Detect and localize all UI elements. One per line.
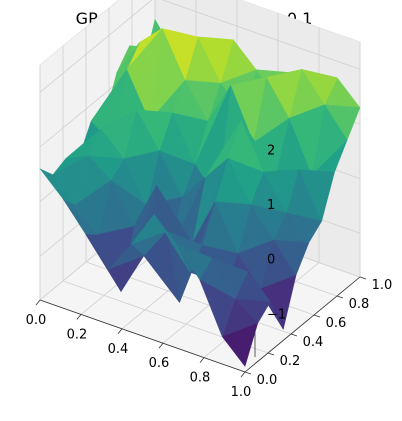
x-tick-label: 0.0: [26, 313, 47, 328]
y-axis-line: [244, 276, 361, 373]
y-tick-label: 0.0: [257, 373, 278, 388]
x-tick-mark: [76, 314, 82, 320]
surface-facet: [62, 198, 99, 235]
z-tick-label: −1: [267, 307, 286, 322]
y-tick-label: 0.2: [280, 354, 301, 369]
surface-mesh: [39, 18, 361, 367]
y-tick-mark: [267, 352, 275, 356]
x-tick-mark: [35, 299, 41, 306]
x-tick-mark: [240, 371, 246, 378]
z-tick-label: 0: [267, 253, 275, 268]
surface-facet: [39, 168, 76, 205]
y-tick-mark: [290, 333, 298, 337]
x-axis-line: [39, 299, 246, 373]
x-tick-label: 1.0: [231, 385, 252, 400]
surface-facet: [199, 279, 236, 338]
y-tick-label: 0.4: [303, 335, 324, 350]
x-tick-label: 0.2: [67, 327, 88, 342]
tick-labels: 0.00.20.40.60.81.00.00.20.40.60.81.0−101…: [26, 143, 393, 400]
surface-facet: [85, 233, 122, 292]
y-tick-label: 1.0: [372, 278, 393, 293]
x-tick-mark: [117, 328, 123, 335]
surface-facet: [153, 214, 190, 273]
y-tick-mark: [313, 314, 321, 318]
surface-facet: [108, 244, 145, 270]
x-tick-mark: [199, 357, 205, 363]
surface-facet: [221, 322, 259, 367]
x-tick-label: 0.4: [108, 342, 129, 357]
y-tick-label: 0.6: [326, 316, 347, 331]
surface-facet: [176, 243, 213, 280]
x-tick-mark: [158, 342, 164, 349]
x-tick-label: 0.6: [149, 356, 170, 371]
x-tick-label: 0.8: [190, 371, 211, 386]
z-tick-label: 2: [267, 143, 275, 158]
z-tick-label: 1: [267, 198, 275, 213]
y-tick-mark: [359, 276, 367, 280]
y-tick-label: 0.8: [349, 297, 370, 312]
y-tick-mark: [336, 295, 344, 299]
y-tick-mark: [244, 371, 252, 375]
grid-line-z: [39, 0, 361, 93]
grid-line-y: [62, 46, 269, 354]
